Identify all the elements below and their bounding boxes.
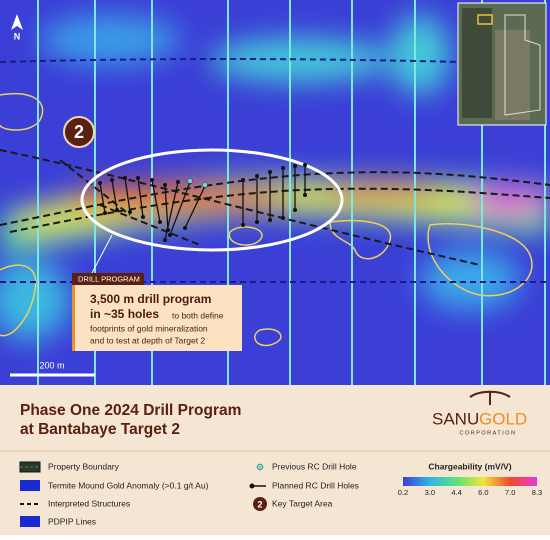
colorbar	[403, 477, 537, 486]
logo-name: SANU	[432, 409, 479, 428]
drill-collar	[293, 208, 297, 212]
drill-hole	[137, 177, 144, 218]
legend-swatch	[249, 483, 255, 489]
callout-headline: in ~35 holes	[90, 307, 159, 321]
drill-hole	[164, 181, 179, 241]
logo-name: GOLD	[479, 409, 527, 428]
north-label: N	[14, 31, 21, 41]
drill-collar	[268, 170, 272, 174]
colorbar-tick-label: 6.0	[478, 488, 488, 497]
legend-swatch	[253, 497, 267, 511]
legend-label: Key Target Area	[272, 498, 333, 508]
logo-sub: CORPORATION	[459, 430, 516, 436]
drill-collar	[303, 163, 307, 167]
callout-headline: 3,500 m drill program	[90, 292, 211, 306]
target-area	[80, 148, 344, 252]
drill-collar	[168, 233, 172, 237]
info-panel	[0, 385, 550, 535]
drill-collar	[115, 208, 119, 212]
drill-hole	[184, 185, 206, 229]
drill-collar	[255, 220, 259, 224]
callout-body: footprints of gold mineralization	[90, 323, 208, 333]
legend-label: Previous RC Drill Hole	[272, 461, 357, 471]
drill-collar	[150, 178, 154, 182]
colorbar-title: Chargeability (mV/V)	[428, 461, 511, 471]
drill-collar	[183, 226, 187, 230]
callout-tag: DRILL PROGRAM	[78, 274, 140, 283]
target-label: 2	[74, 122, 84, 142]
previous-drill-hole	[202, 182, 208, 188]
target-marker	[63, 116, 95, 148]
legend-label: PDPIP Lines	[48, 516, 96, 526]
drill-collar	[293, 164, 297, 168]
drill-hole	[164, 184, 169, 231]
drill-collar	[98, 181, 102, 185]
legend-marker-label: 2	[257, 499, 262, 509]
colorbar-tick-label: 3.0	[425, 488, 435, 497]
legend-label: Interpreted Structures	[48, 498, 130, 508]
callout: DRILL PROGRAM 3,500 m drill program in ~…	[72, 234, 242, 351]
colorbar-tick-label: 8.3	[532, 488, 542, 497]
drill-collar	[128, 210, 132, 214]
drill-hole	[169, 181, 191, 236]
north-arrow	[11, 14, 23, 30]
drill-collar	[241, 178, 245, 182]
inset-map	[457, 2, 547, 126]
legend-swatch	[20, 516, 40, 527]
scale-label: 200 m	[39, 360, 64, 370]
legend-label: Termite Mound Gold Anomaly (>0.1 g/t Au)	[48, 480, 209, 490]
drill-collar	[136, 176, 140, 180]
drill-collar	[163, 238, 167, 242]
callout-body: and to test at depth of Target 2	[90, 335, 205, 345]
title: at Bantabaye Target 2	[20, 421, 180, 438]
map: 2 N 200 m DRILL PROGRAM 3,500 m drill pr…	[0, 0, 550, 385]
drill-collar	[281, 216, 285, 220]
drill-collar	[123, 176, 127, 180]
previous-drill-hole	[187, 178, 193, 184]
drill-collar	[110, 178, 114, 182]
legend-label: Planned RC Drill Holes	[272, 480, 359, 490]
legend-swatch	[20, 480, 40, 491]
colorbar-tick-label: 0.2	[398, 488, 408, 497]
drill-collar	[255, 174, 259, 178]
planned-drill-holes	[98, 163, 307, 242]
drill-collar	[303, 193, 307, 197]
drill-hole	[111, 179, 118, 211]
drill-hole	[99, 182, 106, 214]
drill-collar	[241, 223, 245, 227]
colorbar-tick-label: 7.0	[505, 488, 515, 497]
legend: Property Boundary Termite Mound Gold Ano…	[19, 461, 542, 527]
drill-collar	[268, 218, 272, 222]
drill-hole	[124, 177, 131, 213]
logo: SANU GOLD CORPORATION	[432, 390, 527, 436]
drill-collar	[281, 166, 285, 170]
drill-collar	[103, 211, 107, 215]
drill-collar	[163, 183, 167, 187]
drill-collar	[141, 215, 145, 219]
callout-body: to both define	[172, 310, 224, 320]
drill-hole	[151, 179, 161, 223]
legend-label: Property Boundary	[48, 461, 120, 471]
title: Phase One 2024 Drill Program	[20, 402, 241, 419]
colorbar-tick-label: 4.4	[451, 488, 461, 497]
drill-collar	[176, 180, 180, 184]
legend-swatch	[256, 463, 264, 471]
drill-collar	[158, 220, 162, 224]
